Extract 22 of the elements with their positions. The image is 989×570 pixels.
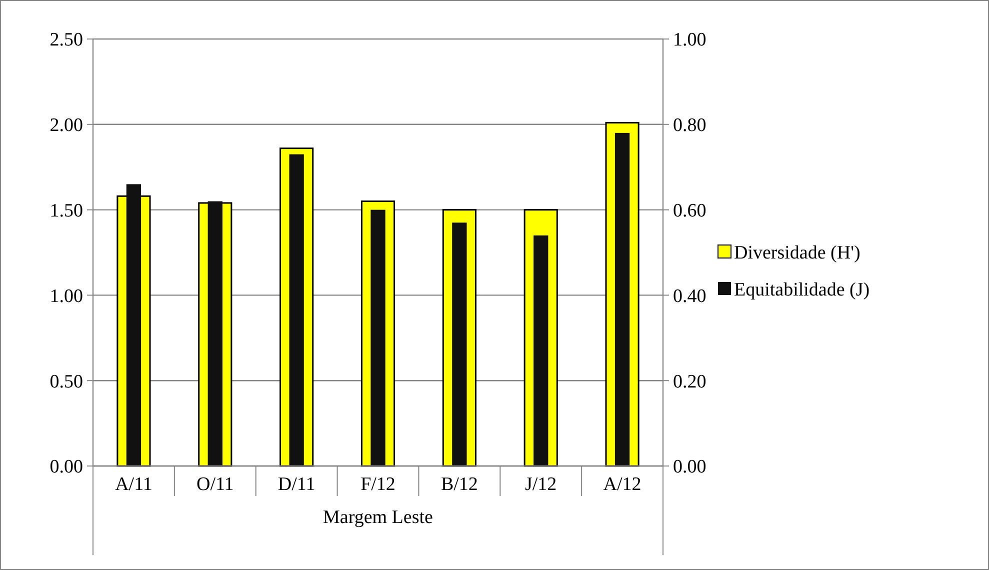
- y-tick-label: 1.50: [50, 200, 83, 222]
- y-tick-label: 2.50: [50, 30, 83, 51]
- y2-tick-label: 0.00: [673, 456, 706, 478]
- y2-tick-label: 0.80: [673, 115, 706, 136]
- legend-label: Equitabilidade (J): [734, 280, 870, 301]
- x-tick-label: O/11: [196, 474, 234, 495]
- x-tick-label: F/12: [360, 474, 396, 495]
- y-tick-label: 1.00: [50, 286, 83, 307]
- y2-tick-label: 0.40: [673, 286, 706, 307]
- x-axis-title: Margem Leste: [323, 507, 433, 528]
- x-tick-label: J/12: [525, 474, 557, 495]
- y-tick-label: 2.00: [50, 115, 83, 136]
- legend-label: Diversidade (H'): [734, 242, 860, 264]
- y2-tick-label: 0.20: [673, 371, 706, 392]
- y-tick-label: 0.00: [50, 456, 83, 478]
- x-tick-label: A/11: [115, 474, 152, 495]
- x-tick-label: D/11: [278, 474, 316, 495]
- x-tick-label: A/12: [603, 474, 642, 495]
- y2-tick-label: 0.60: [673, 200, 706, 222]
- y2-tick-label: 1.00: [673, 30, 706, 51]
- y-tick-label: 0.50: [50, 371, 83, 392]
- x-tick-label: B/12: [440, 474, 478, 495]
